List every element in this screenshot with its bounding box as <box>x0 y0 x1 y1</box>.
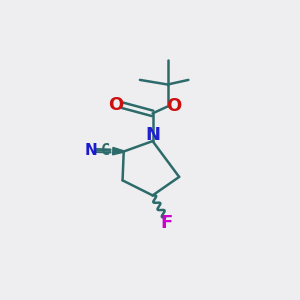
Text: F: F <box>160 214 172 232</box>
Text: O: O <box>109 96 124 114</box>
Text: N: N <box>85 143 98 158</box>
Text: O: O <box>167 98 182 116</box>
Text: N: N <box>145 126 160 144</box>
Text: C: C <box>101 143 110 158</box>
Polygon shape <box>113 147 124 155</box>
